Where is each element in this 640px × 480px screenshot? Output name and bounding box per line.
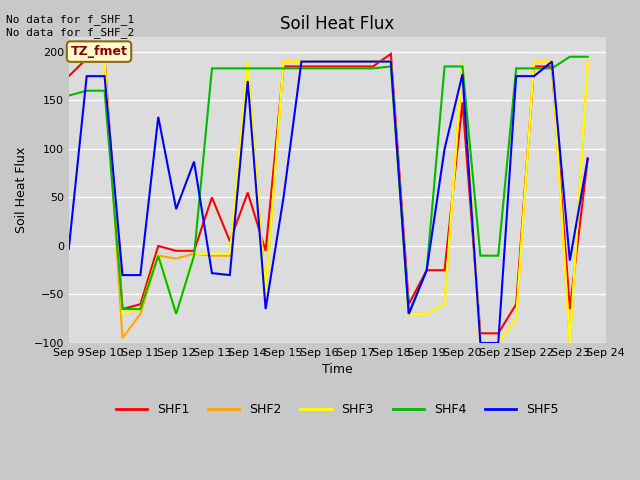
Title: Soil Heat Flux: Soil Heat Flux [280, 15, 394, 33]
Text: No data for f_SHF_1
No data for f_SHF_2: No data for f_SHF_1 No data for f_SHF_2 [6, 14, 134, 38]
Legend: SHF1, SHF2, SHF3, SHF4, SHF5: SHF1, SHF2, SHF3, SHF4, SHF5 [111, 398, 564, 421]
Text: TZ_fmet: TZ_fmet [70, 45, 127, 58]
X-axis label: Time: Time [322, 363, 353, 376]
Y-axis label: Soil Heat Flux: Soil Heat Flux [15, 147, 28, 233]
